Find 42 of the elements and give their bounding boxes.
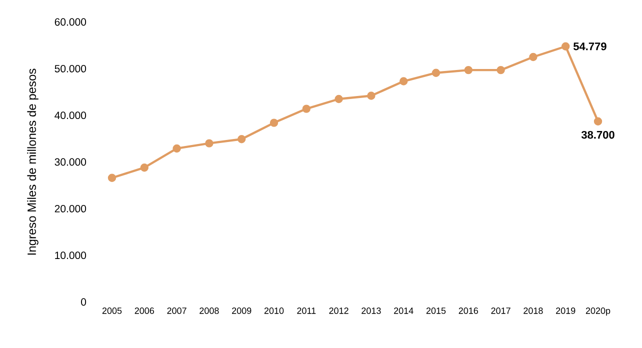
point: [464, 66, 472, 74]
y-tick-label: 30.000: [54, 158, 86, 166]
x-tick-label: 2005: [102, 308, 122, 314]
point: [238, 135, 246, 144]
x-tick-label: 2019: [556, 308, 576, 314]
x-tick-label: 2016: [458, 308, 478, 314]
x-tick-label: 2015: [426, 308, 446, 314]
point: [108, 174, 116, 182]
x-tick-label: 2012: [329, 308, 348, 314]
x-tick-label: 2013: [362, 308, 381, 314]
point: [367, 92, 376, 100]
point: [172, 144, 181, 153]
point: [562, 42, 570, 50]
y-tick-label: 10.000: [55, 252, 86, 260]
y-tick-label: 60.000: [54, 18, 86, 26]
point: [302, 104, 311, 113]
point: [432, 68, 440, 77]
point: [140, 164, 148, 172]
x-tick-label: 2010: [264, 308, 284, 314]
x-tick-label: 2011: [297, 308, 316, 314]
y-tick-label: 20.000: [54, 204, 86, 212]
y-axis-title: Ingreso Miles de millones de pesos: [27, 68, 38, 255]
y-tick-label: 40.000: [54, 112, 86, 120]
x-tick-label: 2017: [491, 308, 510, 314]
x-tick-label: 2007: [167, 308, 186, 314]
x-tick-label: 2020p: [586, 308, 610, 316]
x-tick-label: 2006: [134, 308, 154, 314]
y-tick-label: 0: [81, 298, 86, 306]
data-label: 54.779: [573, 42, 606, 50]
point: [496, 66, 505, 74]
x-tick-label: 2008: [200, 308, 219, 314]
x-tick-label: 2018: [524, 308, 543, 314]
point: [205, 139, 214, 148]
x-tick-label: 2009: [232, 308, 252, 314]
data-label: 38.700: [581, 130, 614, 139]
point: [529, 52, 538, 62]
x-tick-label: 2014: [394, 308, 414, 314]
y-tick-label: 50.000: [54, 64, 86, 72]
point: [270, 118, 278, 127]
point: [400, 77, 408, 86]
point: [334, 94, 343, 104]
point: [594, 117, 602, 126]
